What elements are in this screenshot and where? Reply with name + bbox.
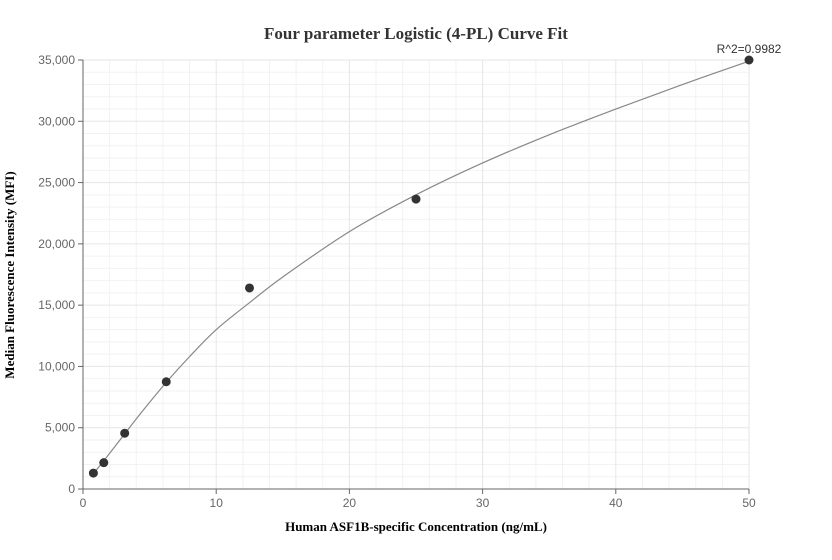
data-point (99, 458, 109, 468)
x-tick-label: 10 (210, 496, 224, 510)
fit-curve-layer (92, 60, 750, 475)
chart-title: Four parameter Logistic (4-PL) Curve Fit (264, 24, 568, 43)
data-points (88, 55, 754, 478)
x-tick-label: 0 (80, 496, 87, 510)
y-tick-label: 15,000 (38, 298, 75, 312)
x-tick-label: 50 (742, 496, 756, 510)
y-tick-label: 5,000 (45, 421, 75, 435)
data-point (411, 194, 421, 204)
r-squared-annotation: R^2=0.9982 (717, 42, 782, 56)
axes (78, 59, 750, 494)
minor-grid (83, 60, 749, 489)
y-axis-title: Median Fluorescence Intensity (MFI) (2, 171, 17, 378)
major-grid (83, 59, 750, 489)
y-tick-label: 35,000 (38, 53, 75, 67)
y-tick-label: 30,000 (38, 114, 75, 128)
y-tick-label: 0 (68, 482, 75, 496)
data-point (120, 428, 130, 438)
tick-labels: 0 10 20 30 40 50 0 5,000 10,000 15,000 20,000 25,00… (38, 53, 756, 510)
y-tick-label: 20,000 (38, 237, 75, 251)
data-point (245, 283, 254, 293)
fit-curve (92, 60, 750, 475)
data-point (161, 377, 171, 387)
data-point (744, 55, 754, 65)
x-axis-title: Human ASF1B-specific Concentration (ng/m… (285, 519, 547, 534)
x-tick-label: 30 (476, 496, 490, 510)
y-tick-label: 10,000 (38, 359, 75, 373)
x-tick-label: 40 (609, 496, 623, 510)
data-point (88, 468, 98, 478)
y-tick-label: 25,000 (38, 176, 75, 190)
x-tick-label: 20 (343, 496, 357, 510)
